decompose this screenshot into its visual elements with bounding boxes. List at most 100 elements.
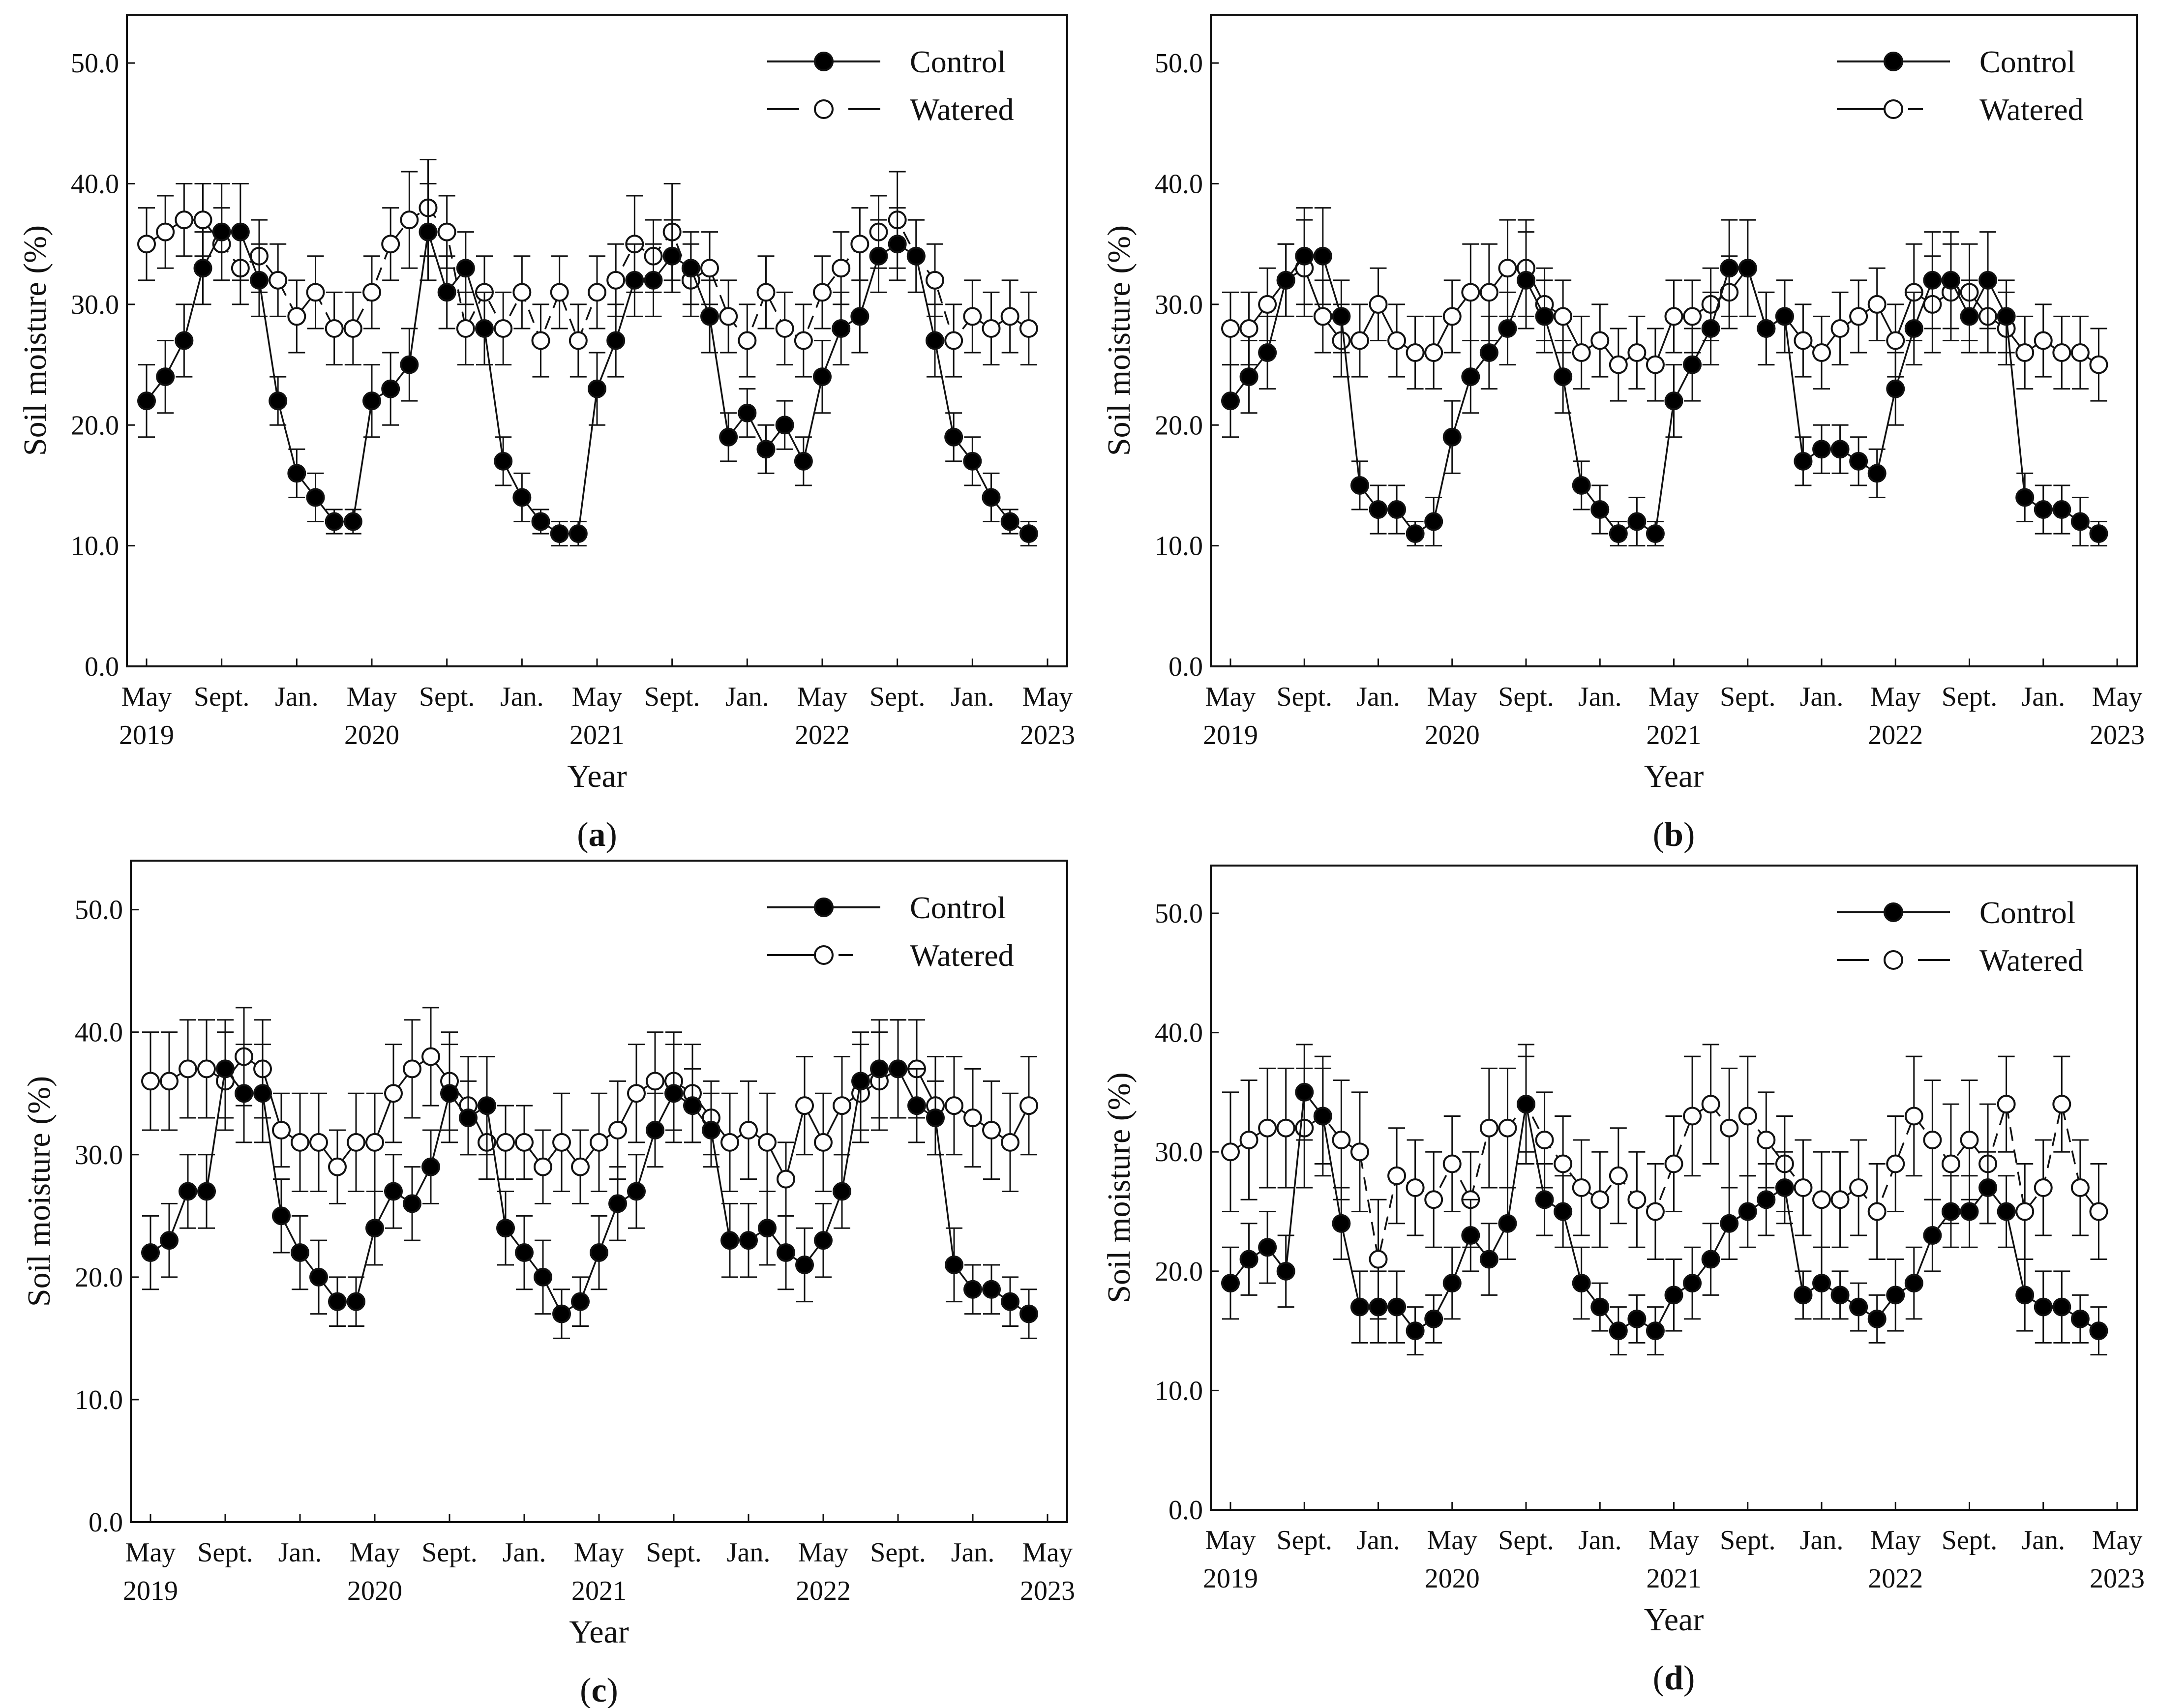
data-point-watered [550, 283, 569, 302]
data-point-watered [1239, 1130, 1258, 1149]
data-point-control [1387, 1297, 1407, 1317]
data-point-watered [1590, 331, 1610, 350]
data-point-control [888, 235, 907, 254]
panel-label-open: ( [580, 1672, 591, 1708]
data-point-watered [1498, 259, 1517, 278]
data-point-control [362, 391, 381, 411]
data-point-watered [1886, 1154, 1905, 1173]
x-tick-label: Jan. [275, 682, 319, 712]
data-point-control [269, 391, 288, 411]
data-point-watered [795, 1096, 814, 1115]
data-point-watered [850, 235, 869, 254]
y-tick-label: 20.0 [75, 1262, 123, 1293]
data-point-control [756, 440, 776, 459]
data-point-control [1738, 1202, 1757, 1221]
data-point-watered [945, 1096, 963, 1115]
data-point-control [775, 416, 794, 435]
data-point-watered [1424, 1190, 1443, 1209]
data-point-watered [1554, 307, 1573, 326]
data-point-watered [982, 1120, 1001, 1139]
data-point-watered [758, 1133, 777, 1152]
data-point-watered [1849, 307, 1868, 326]
data-point-control [137, 391, 156, 411]
data-point-control [478, 1096, 496, 1115]
data-point-control [1812, 440, 1831, 459]
x-axis-title: Year [1644, 1602, 1704, 1638]
data-point-watered [400, 210, 419, 230]
y-tick-label: 30.0 [1155, 290, 1203, 320]
data-point-watered [720, 1133, 739, 1152]
data-point-watered [1258, 1118, 1277, 1138]
data-point-watered [365, 1133, 384, 1152]
data-point-control [1941, 1202, 1960, 1221]
x-tick-label: May [798, 1537, 849, 1568]
data-point-control [2052, 1297, 2071, 1317]
data-point-watered [1350, 1142, 1369, 1162]
x-tick-year-label: 2021 [1647, 1563, 1702, 1594]
data-point-control [1313, 1107, 1332, 1126]
data-point-control [588, 379, 606, 398]
data-point-watered [2034, 1178, 2053, 1197]
data-point-control [1350, 476, 1369, 495]
x-tick-label: Jan. [727, 1537, 771, 1568]
y-tick-label: 0.0 [89, 1507, 123, 1538]
data-point-control [646, 1120, 664, 1139]
x-tick-label: Jan. [278, 1537, 322, 1568]
data-point-watered [646, 1072, 664, 1091]
data-point-control [702, 1120, 720, 1139]
data-point-control [1221, 391, 1240, 411]
data-point-control [287, 464, 306, 483]
data-point-watered [569, 331, 588, 350]
data-point-control [1664, 1286, 1683, 1305]
data-point-watered [328, 1157, 347, 1176]
data-point-watered [1738, 1107, 1757, 1126]
data-point-control [889, 1059, 907, 1079]
data-point-watered [1683, 307, 1702, 326]
data-point-control [347, 1292, 365, 1311]
data-point-control [1479, 1250, 1498, 1269]
data-point-control [1830, 1286, 1850, 1305]
x-tick-label: May [2092, 1525, 2143, 1556]
y-tick-label: 0.0 [1168, 652, 1203, 682]
data-point-watered [1923, 1130, 1942, 1149]
data-point-control [758, 1219, 777, 1238]
data-point-control [1461, 1226, 1480, 1245]
data-point-watered [515, 1133, 534, 1152]
series-watered [1221, 1044, 2108, 1320]
data-point-watered [1276, 1118, 1295, 1138]
data-point-watered [1535, 1130, 1554, 1149]
legend-marker-watered [814, 945, 834, 965]
data-point-watered [1867, 295, 1887, 314]
panel-label: (d) [1653, 1659, 1695, 1697]
panel-label: (c) [580, 1672, 618, 1708]
x-tick-label: May [574, 1537, 625, 1568]
x-tick-label: May [1427, 1525, 1477, 1556]
data-point-watered [2070, 343, 2090, 362]
x-tick-year-label: 2023 [1020, 1576, 1075, 1606]
x-tick-label: Sept. [1276, 1525, 1332, 1556]
data-point-watered [1646, 355, 1665, 374]
data-point-control [1923, 1226, 1942, 1245]
data-point-control [1997, 307, 2016, 326]
data-point-watered [437, 222, 456, 241]
data-point-watered [982, 319, 1001, 338]
data-point-control [2015, 1286, 2035, 1305]
data-point-watered [325, 319, 344, 338]
data-point-control [1590, 1297, 1610, 1317]
data-point-control [515, 1243, 534, 1262]
x-tick-label: Jan. [1578, 1525, 1622, 1556]
series-control [1221, 207, 2108, 547]
data-point-watered [1387, 331, 1407, 350]
x-tick-year-label: 2023 [2090, 720, 2145, 750]
data-point-control [832, 319, 851, 338]
panel-label-close: ) [606, 816, 617, 854]
legend-marker-control [814, 52, 834, 71]
x-tick-label: May [797, 682, 848, 712]
data-point-watered [496, 1133, 515, 1152]
data-point-watered [1812, 1190, 1831, 1209]
data-point-watered [1406, 1178, 1425, 1197]
x-tick-year-label: 2022 [796, 1576, 851, 1606]
data-point-watered [531, 331, 550, 350]
legend-label-control: Control [1979, 895, 2076, 930]
data-point-watered [1683, 1107, 1702, 1126]
